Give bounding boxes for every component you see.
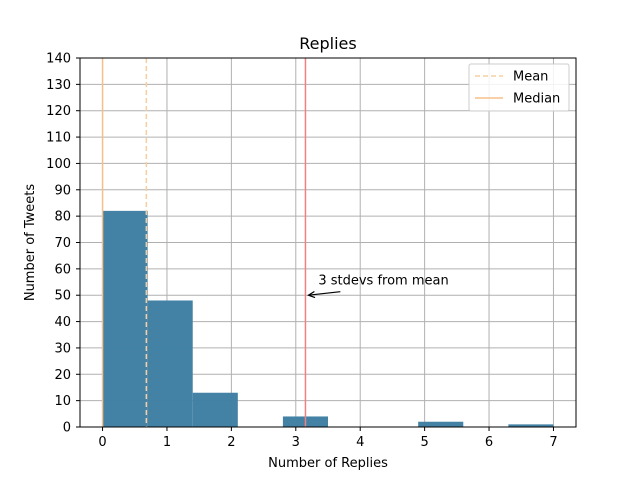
x-tick-label: 0 [98, 435, 106, 450]
y-tick-label: 20 [54, 368, 71, 383]
annotation: 3 stdevs from mean [307, 274, 449, 299]
x-tick-label: 4 [356, 435, 364, 450]
y-tick-label: 90 [54, 183, 71, 198]
histogram-bar [418, 421, 464, 427]
annotation-arrow-shaft [308, 291, 341, 296]
histogram-bar [508, 424, 554, 427]
chart-title: Replies [299, 34, 356, 53]
histogram-bar [192, 392, 238, 427]
histogram-bar [147, 300, 193, 427]
reference-lines [101, 58, 307, 427]
y-tick-label: 140 [46, 52, 71, 67]
y-tick-label: 100 [46, 157, 71, 172]
x-tick-label: 1 [163, 435, 171, 450]
y-tick-label: 70 [54, 236, 71, 251]
legend-mean-label: Mean [513, 70, 548, 85]
annotation-arrow-head [307, 290, 316, 299]
legend-median-label: Median [513, 92, 560, 107]
histogram-bar [102, 210, 148, 427]
y-axis-label: Number of Tweets [23, 184, 38, 302]
y-tick-label: 0 [63, 421, 71, 436]
x-tick-label: 6 [485, 435, 493, 450]
axis-ticks: 0 1 2 3 4 5 6 701020304050607080901001101201301… [46, 52, 557, 451]
x-axis-label: Number of Replies [268, 456, 388, 471]
y-tick-label: 50 [54, 289, 71, 304]
y-tick-label: 60 [54, 262, 71, 277]
legend: Mean Median [468, 63, 570, 112]
x-tick-label: 7 [549, 435, 557, 450]
y-tick-label: 10 [54, 394, 71, 409]
bars [102, 210, 554, 427]
y-tick-label: 130 [46, 78, 71, 93]
y-tick-label: 40 [54, 315, 71, 330]
y-tick-label: 110 [46, 131, 71, 146]
x-tick-label: 2 [227, 435, 235, 450]
y-tick-label: 30 [54, 341, 71, 356]
x-tick-label: 5 [420, 435, 428, 450]
annotation-text: 3 stdevs from mean [318, 274, 448, 289]
y-tick-label: 80 [54, 210, 71, 225]
y-tick-label: 120 [46, 104, 71, 119]
x-tick-label: 3 [292, 435, 300, 450]
